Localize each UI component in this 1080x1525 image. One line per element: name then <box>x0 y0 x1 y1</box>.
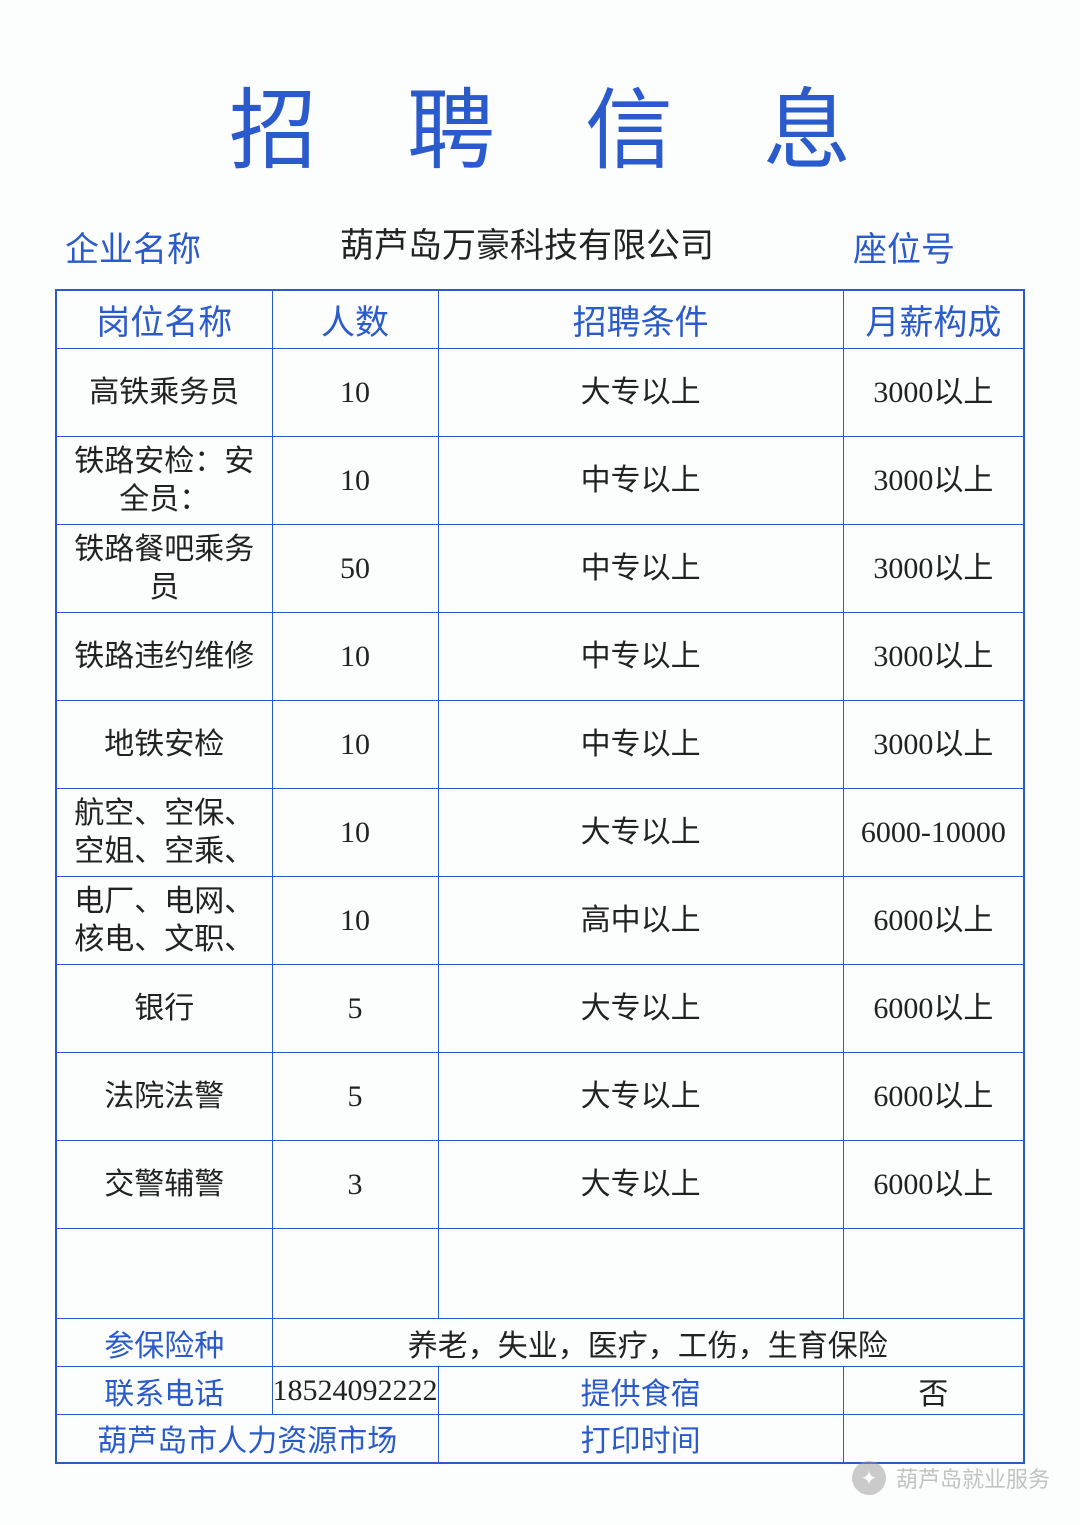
cell-count: 10 <box>272 789 438 877</box>
cell-position: 铁路餐吧乘务员 <box>56 525 272 613</box>
cell-salary: 6000以上 <box>843 965 1024 1053</box>
cell-position: 铁路违约维修 <box>56 613 272 701</box>
cell-condition: 大专以上 <box>438 1053 843 1141</box>
cell-count: 10 <box>272 877 438 965</box>
table-row: 地铁安检10中专以上3000以上 <box>56 701 1024 789</box>
cell-salary: 3000以上 <box>843 613 1024 701</box>
page-title: 招聘信息 <box>55 60 1025 187</box>
table-row: 交警辅警3大专以上6000以上 <box>56 1141 1024 1229</box>
cell-position: 交警辅警 <box>56 1141 272 1229</box>
insurance-label: 参保险种 <box>56 1319 272 1367</box>
cell-salary: 6000以上 <box>843 1141 1024 1229</box>
cell-count: 10 <box>272 613 438 701</box>
watermark: ✦ 葫芦岛就业服务 <box>852 1461 1050 1495</box>
contact-row: 联系电话 18524092222 提供食宿 否 <box>56 1367 1024 1415</box>
col-condition: 招聘条件 <box>438 290 843 349</box>
col-salary: 月薪构成 <box>843 290 1024 349</box>
cell-condition: 大专以上 <box>438 1141 843 1229</box>
cell-condition: 高中以上 <box>438 877 843 965</box>
cell-condition: 大专以上 <box>438 965 843 1053</box>
table-header-row: 岗位名称 人数 招聘条件 月薪构成 <box>56 290 1024 349</box>
cell-position: 铁路安检：安全员： <box>56 437 272 525</box>
table-row: 铁路违约维修10中专以上3000以上 <box>56 613 1024 701</box>
cell-count: 10 <box>272 349 438 437</box>
cell-count: 10 <box>272 437 438 525</box>
cell-condition: 中专以上 <box>438 525 843 613</box>
watermark-text: 葫芦岛就业服务 <box>896 1462 1050 1494</box>
cell-salary: 3000以上 <box>843 349 1024 437</box>
lodging-label: 提供食宿 <box>438 1367 843 1415</box>
table-row: 航空、空保、空姐、空乘、10大专以上6000-10000 <box>56 789 1024 877</box>
seat-label: 座位号 <box>853 222 955 271</box>
print-time-value <box>843 1415 1024 1463</box>
company-name: 葫芦岛万豪科技有限公司 <box>201 224 853 270</box>
insurance-value: 养老，失业，医疗，工伤，生育保险 <box>272 1319 1024 1367</box>
table-row: 电厂、电网、核电、文职、10高中以上6000以上 <box>56 877 1024 965</box>
job-table: 岗位名称 人数 招聘条件 月薪构成 高铁乘务员10大专以上3000以上铁路安检：… <box>55 289 1025 1464</box>
table-row: 高铁乘务员10大专以上3000以上 <box>56 349 1024 437</box>
phone-value: 18524092222 <box>272 1367 438 1415</box>
print-time-label: 打印时间 <box>438 1415 843 1463</box>
market-label: 葫芦岛市人力资源市场 <box>56 1415 438 1463</box>
cell-salary: 3000以上 <box>843 525 1024 613</box>
cell-count: 3 <box>272 1141 438 1229</box>
cell-salary: 3000以上 <box>843 437 1024 525</box>
company-header: 企业名称 葫芦岛万豪科技有限公司 座位号 <box>55 222 1025 271</box>
phone-label: 联系电话 <box>56 1367 272 1415</box>
company-label: 企业名称 <box>65 222 201 271</box>
insurance-row: 参保险种 养老，失业，医疗，工伤，生育保险 <box>56 1319 1024 1367</box>
cell-position: 电厂、电网、核电、文职、 <box>56 877 272 965</box>
table-row: 铁路安检：安全员：10中专以上3000以上 <box>56 437 1024 525</box>
cell-condition: 大专以上 <box>438 349 843 437</box>
cell-salary: 6000以上 <box>843 877 1024 965</box>
table-row: 铁路餐吧乘务员50中专以上3000以上 <box>56 525 1024 613</box>
table-row: 银行5大专以上6000以上 <box>56 965 1024 1053</box>
cell-condition: 大专以上 <box>438 789 843 877</box>
col-count: 人数 <box>272 290 438 349</box>
cell-salary: 6000-10000 <box>843 789 1024 877</box>
cell-position: 地铁安检 <box>56 701 272 789</box>
cell-count: 5 <box>272 1053 438 1141</box>
wechat-icon: ✦ <box>852 1461 886 1495</box>
cell-count: 5 <box>272 965 438 1053</box>
table-row: 法院法警5大专以上6000以上 <box>56 1053 1024 1141</box>
cell-count: 10 <box>272 701 438 789</box>
cell-count: 50 <box>272 525 438 613</box>
col-position: 岗位名称 <box>56 290 272 349</box>
cell-position: 法院法警 <box>56 1053 272 1141</box>
cell-position: 航空、空保、空姐、空乘、 <box>56 789 272 877</box>
cell-position: 银行 <box>56 965 272 1053</box>
cell-condition: 中专以上 <box>438 437 843 525</box>
cell-condition: 中专以上 <box>438 613 843 701</box>
cell-salary: 6000以上 <box>843 1053 1024 1141</box>
cell-position: 高铁乘务员 <box>56 349 272 437</box>
market-row: 葫芦岛市人力资源市场 打印时间 <box>56 1415 1024 1463</box>
cell-condition: 中专以上 <box>438 701 843 789</box>
lodging-value: 否 <box>843 1367 1024 1415</box>
filler-row <box>56 1229 1024 1319</box>
cell-salary: 3000以上 <box>843 701 1024 789</box>
